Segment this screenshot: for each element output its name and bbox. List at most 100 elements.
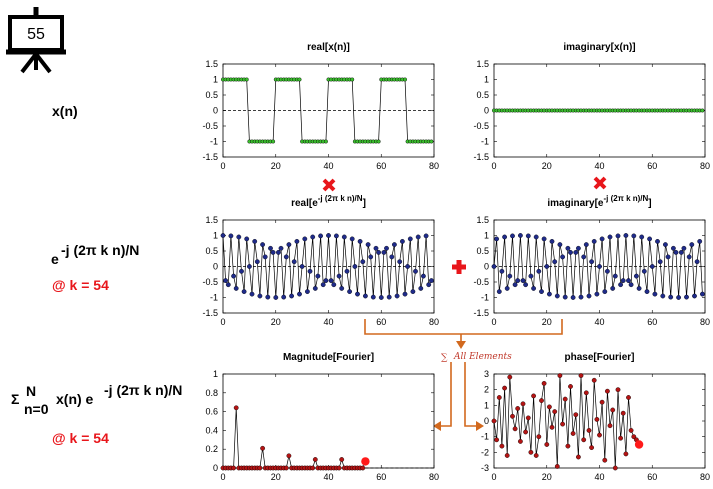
xn-label: x(n) [52,103,78,119]
data-point [260,242,265,248]
data-point [515,278,521,283]
data-point [586,427,592,433]
y-tick-label: 0 [484,106,489,116]
data-point [525,415,531,421]
data-point [547,291,552,297]
x-tick-label: 20 [542,317,552,327]
data-point [573,249,579,255]
data-point [533,234,539,240]
x-tick-label: 60 [647,161,657,171]
y-tick-label: -1.5 [202,308,218,318]
data-point [320,282,326,288]
data-point [605,268,610,274]
series-line [493,375,640,469]
data-point [557,373,563,378]
data-point [491,418,497,424]
data-point [549,238,555,244]
data-point [689,242,695,248]
y-tick-label: 0.6 [205,407,218,417]
data-point [692,293,697,299]
data-point [333,233,339,239]
y-tick-label: 1.5 [476,215,489,225]
y-tick-label: 0.5 [476,246,489,256]
data-point [257,293,263,299]
data-point [520,278,526,283]
y-tick-label: 1.5 [476,59,489,69]
y-tick-label: 1 [213,75,218,85]
data-point [376,249,381,255]
sum-all-elements-label: All Elements [453,352,512,362]
x-tick-label: 0 [491,161,496,171]
data-point [541,380,547,386]
data-point [626,395,631,400]
plot-title: imaginary[x(n)] [563,42,635,53]
data-point [494,437,499,443]
y-tick-label: -0.5 [202,277,218,287]
data-point [270,249,276,255]
data-point [549,424,555,430]
data-point [499,443,505,449]
y-tick-label: -3 [481,463,489,473]
data-point [420,273,426,279]
data-point [518,233,523,238]
plot-title: Magnitude[Fourier] [283,352,374,363]
y-tick-label: 0.8 [205,388,218,398]
data-point [504,285,510,291]
data-point [225,282,231,288]
data-point [357,238,363,244]
data-point [413,268,418,274]
data-point [668,294,674,300]
y-tick-label: -1 [481,137,489,147]
data-point [660,293,666,299]
data-point [615,233,621,239]
plot-frame [493,373,706,469]
data-point [341,234,347,240]
data-point [491,264,497,269]
data-point [381,249,387,255]
data-point [504,453,510,458]
data-point [644,289,650,294]
plot-title: real[e-j (2π k n)/N] [291,194,366,209]
data-point [246,264,252,269]
data-point [552,409,558,414]
data-point [518,438,523,444]
data-point [560,254,565,260]
data-point [403,77,408,82]
data-point [597,432,602,438]
data-point [365,242,371,248]
data-point [541,236,547,242]
sum-upper: N [26,383,36,399]
data-point [260,445,265,451]
data-point [676,295,681,300]
data-point [589,259,594,265]
data-point [499,268,505,274]
x-tick-label: 60 [376,161,386,171]
y-tick-label: 0 [213,463,218,473]
y-tick-label: 0 [213,106,218,116]
data-point [304,289,310,294]
x-tick-label: 20 [271,317,281,327]
data-point [384,245,389,251]
data-point [328,278,334,283]
data-point [283,254,289,260]
data-point [607,234,613,240]
data-point [510,413,515,419]
data-point [507,273,513,279]
y-tick-label: 1.5 [205,215,218,225]
x-tick-label: 60 [376,317,386,327]
x-tick-label: 80 [429,161,439,171]
data-point [528,449,534,455]
data-point [536,434,542,440]
data-point [612,465,618,471]
y-tick-label: 0 [484,262,489,272]
exp-superscript: -j (2π k n)/N [61,242,139,258]
data-point [289,293,294,299]
data-point [278,245,284,251]
data-point [496,395,502,400]
data-point [249,291,255,297]
data-point [673,249,679,255]
data-point [286,453,292,459]
data-point [360,465,366,471]
data-point [283,465,289,471]
data-point [681,245,687,251]
